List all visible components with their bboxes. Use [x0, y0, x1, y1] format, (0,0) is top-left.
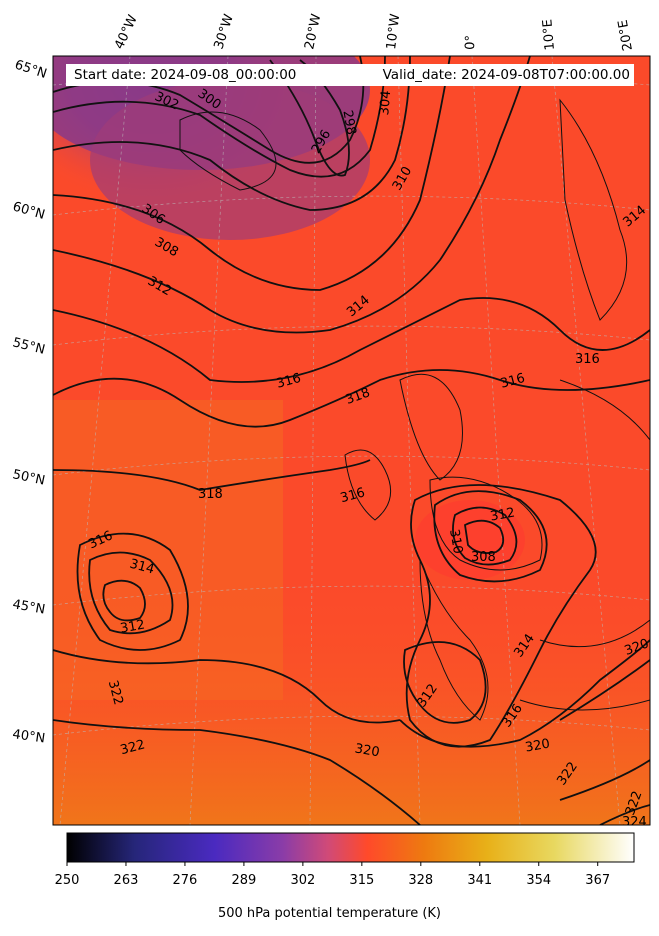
contour-label-322: 322 — [105, 679, 126, 707]
lat-label-55n: 55°N — [11, 335, 46, 357]
colorbar-tick-label: 328 — [408, 873, 433, 888]
contour-label-316c: 316 — [575, 352, 600, 367]
lon-label-10w: 10°W — [384, 13, 403, 51]
colorbar-tick-label: 250 — [55, 873, 80, 888]
colorbar-gradient — [66, 832, 635, 863]
lat-label-50n: 50°N — [11, 467, 46, 488]
date-header: Start date: 2024-09-08_00:00:00 Valid_da… — [66, 64, 634, 86]
coastlines — [179, 98, 650, 721]
map-frame — [52, 55, 651, 826]
contour-label-318b: 318 — [198, 487, 223, 502]
colorbar: 250 263 276 289 302 315 328 341 354 367 — [55, 832, 635, 888]
contour-lines — [53, 56, 650, 825]
contour-label-304: 304 — [377, 90, 394, 116]
contour-label-308b: 308 — [471, 550, 496, 565]
contour-label-314c: 314 — [128, 557, 156, 578]
contour-label-320c: 320 — [623, 636, 651, 659]
colorbar-title: 500 hPa potential temperature (K) — [217, 906, 441, 921]
contour-label-312c: 312 — [489, 506, 516, 525]
colorbar-tick-label: 263 — [114, 873, 139, 888]
lon-label-30w: 30°W — [212, 12, 237, 51]
contour-label-316d: 316 — [339, 485, 367, 506]
temperature-field: 296 298 300 302 304 306 308 310 312 314 … — [53, 56, 651, 830]
colorbar-tick-label: 276 — [173, 873, 198, 888]
lat-label-45n: 45°N — [11, 597, 46, 617]
contour-label-322b: 322 — [119, 737, 147, 758]
longitude-labels: 40°W 30°W 20°W 10°W 0° 10°E 20°E — [112, 12, 636, 52]
colorbar-tick-label: 367 — [585, 873, 610, 888]
contour-label-298: 298 — [339, 109, 358, 136]
latitude-labels: 65°N 60°N 55°N 50°N 45°N 40°N — [11, 58, 49, 747]
colorbar-tick-label: 354 — [526, 873, 551, 888]
colorbar-tick-label: 289 — [231, 873, 256, 888]
colorbar-tick-label: 341 — [467, 873, 492, 888]
contour-label-316: 316 — [275, 371, 303, 392]
contour-label-320: 320 — [354, 741, 381, 760]
lon-label-40w: 40°W — [112, 13, 141, 52]
contour-label-324: 324 — [622, 815, 647, 830]
lon-label-20w: 20°W — [302, 12, 324, 50]
lon-label-0: 0° — [463, 35, 479, 50]
colorbar-tick-label: 302 — [290, 873, 315, 888]
contour-label-310b: 310 — [446, 528, 465, 555]
colorbar-tick-label: 315 — [349, 873, 374, 888]
colorbar-ticks: 250 263 276 289 302 315 328 341 354 367 — [55, 862, 610, 888]
contour-label-312b: 312 — [119, 618, 146, 637]
lon-label-10e: 10°E — [540, 19, 558, 51]
lat-label-60n: 60°N — [11, 199, 47, 222]
lat-label-65n: 65°N — [13, 58, 49, 82]
contour-label-320b: 320 — [524, 737, 551, 756]
graticule — [53, 56, 650, 825]
lon-label-20e: 20°E — [616, 19, 636, 52]
contour-label-316b: 316 — [499, 371, 527, 392]
valid-date: Valid_date: 2024-09-08T07:00:00.00 — [382, 67, 630, 83]
start-date: Start date: 2024-09-08_00:00:00 — [74, 67, 297, 83]
lat-label-40n: 40°N — [11, 727, 46, 746]
